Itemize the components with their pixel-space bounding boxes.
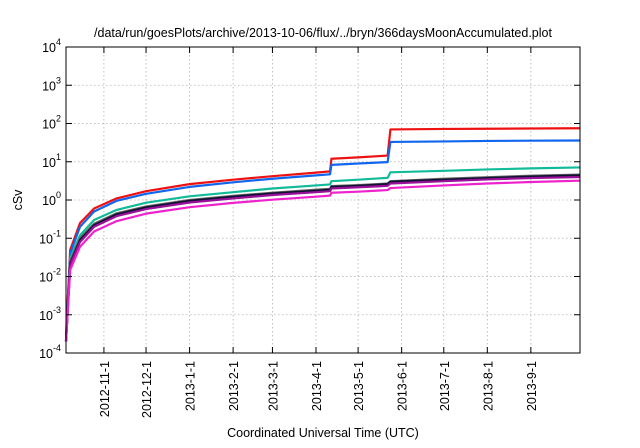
series-line-2: [64, 139, 581, 342]
x-tick-label: 2013-5-1: [352, 361, 366, 411]
x-tick-labels: 2012-11-1 2012-12-1 2013-1-1 2013-2-1 2013-3…: [98, 361, 539, 418]
y-tick-label: 10-2: [39, 267, 61, 285]
series-layer: [64, 127, 581, 342]
y-tick-label: 10-1: [39, 228, 61, 246]
y-tick-labels: 104 103 102 101 100 10-1 10-2 10-3 10-4: [39, 37, 61, 361]
series-line-3: [64, 166, 581, 342]
x-tick-label: 2013-9-1: [525, 361, 539, 411]
series-line-1: [64, 127, 581, 335]
series-line-5: [64, 174, 581, 342]
x-tick-label: 2012-11-1: [98, 361, 112, 417]
x-tick-label: 2013-4-1: [310, 361, 324, 411]
x-tick-label: 2013-3-1: [266, 361, 280, 411]
y-tick-label: 10-4: [39, 343, 61, 361]
x-tick-label: 2013-7-1: [438, 361, 452, 411]
y-tick-label: 103: [42, 75, 61, 93]
x-axis-label: Coordinated Universal Time (UTC): [227, 426, 419, 440]
y-tick-label: 101: [42, 152, 61, 170]
series-line-6: [64, 175, 581, 342]
y-tick-label: 102: [42, 114, 61, 132]
x-tick-label: 2013-1-1: [184, 361, 198, 411]
y-tick-label: 100: [42, 190, 61, 208]
series-line-7: [64, 179, 581, 342]
x-tick-label: 2012-12-1: [140, 361, 154, 418]
x-tick-label: 2013-6-1: [396, 361, 410, 411]
ticks: [66, 46, 580, 354]
y-tick-label: 10-3: [39, 305, 61, 323]
y-axis-label: cSv: [11, 189, 25, 211]
grid: [66, 47, 580, 353]
x-tick-label: 2013-2-1: [227, 361, 241, 411]
chart-title: /data/run/goesPlots/archive/2013-10-06/f…: [94, 26, 552, 40]
y-tick-label: 104: [42, 37, 61, 55]
x-tick-label: 2013-8-1: [481, 361, 495, 411]
